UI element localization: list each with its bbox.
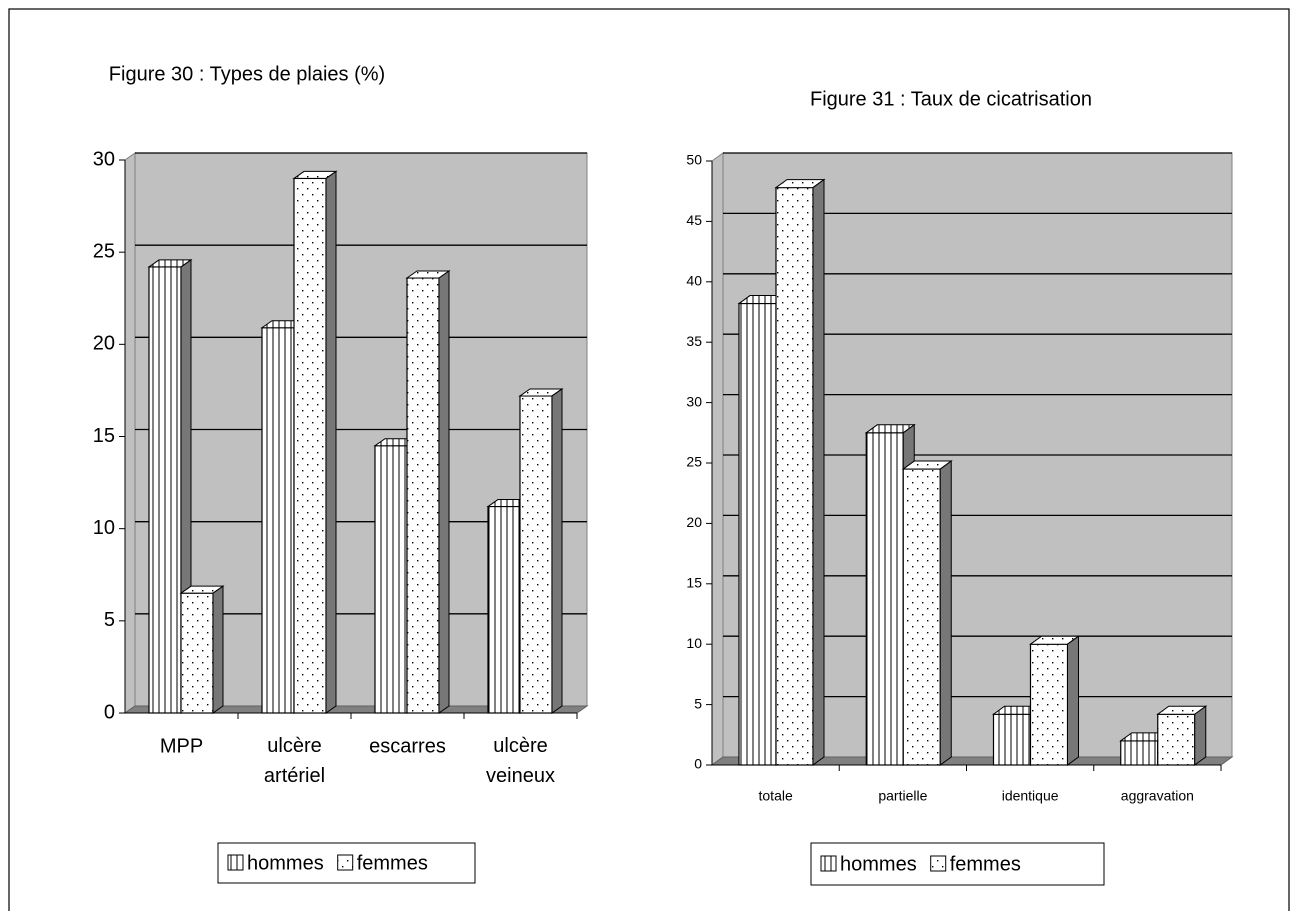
label-line: veineux: [486, 765, 555, 787]
legend-label: hommes: [247, 852, 324, 874]
bar: [148, 266, 182, 714]
legend-swatch: [227, 854, 244, 871]
y-tick-label: 25: [93, 240, 115, 262]
bar-side: [1067, 635, 1079, 766]
y-tick-label: 25: [686, 454, 702, 470]
y-tick-label: 10: [686, 635, 702, 651]
bar-side: [551, 387, 563, 714]
x-tick-label: identique: [1002, 788, 1059, 804]
y-tick-label: 0: [104, 701, 115, 723]
page-border: [8, 8, 1290, 911]
bar: [374, 445, 408, 714]
chart-title: Figure 30 : Types de plaies (%): [109, 63, 385, 85]
bar: [180, 592, 214, 714]
legend-swatch: [930, 855, 947, 872]
x-tick-label: ulcère veineux: [486, 735, 555, 787]
y-tick-label: 5: [104, 609, 115, 631]
y-tick-label: 35: [686, 333, 702, 349]
legend-label: hommes: [840, 853, 917, 875]
bar-side: [212, 585, 224, 714]
bar-side: [939, 460, 952, 766]
bar: [293, 177, 327, 714]
y-tick-label: 5: [694, 695, 702, 711]
legend-label: femmes: [357, 852, 428, 874]
bar: [865, 432, 904, 766]
y-tick-label: 30: [686, 393, 702, 409]
bar-side: [1194, 705, 1207, 766]
label-line: ulcère: [267, 735, 321, 757]
x-tick-label: escarres: [369, 735, 446, 757]
label-line: artériel: [264, 765, 325, 787]
bar: [992, 713, 1032, 766]
y-tick-label: 20: [93, 333, 115, 355]
y-tick-label: 15: [93, 425, 115, 447]
bar: [519, 395, 553, 714]
chart-title: Figure 31 : Taux de cicatrisation: [810, 88, 1092, 110]
y-tick-label: 45: [686, 212, 702, 228]
x-tick-label: MPP: [160, 735, 203, 757]
x-tick-label: aggravation: [1121, 788, 1194, 804]
x-tick-label: ulcère artériel: [264, 735, 325, 787]
bar: [261, 327, 295, 714]
y-tick-label: 40: [686, 273, 702, 289]
y-tick-label: 20: [686, 514, 702, 530]
bar: [1029, 643, 1069, 766]
y-tick-label: 0: [694, 756, 702, 772]
bar: [406, 277, 440, 714]
bar: [1157, 713, 1196, 766]
legend-swatch: [337, 854, 354, 871]
bar-side: [325, 170, 337, 714]
x-tick-label: partielle: [878, 788, 927, 804]
bar: [902, 468, 941, 766]
x-tick-label: totale: [759, 788, 793, 804]
side-wall: [711, 152, 724, 766]
legend-box: [810, 842, 1105, 886]
y-tick-label: 10: [93, 517, 115, 539]
y-tick-label: 15: [686, 575, 702, 591]
legend-label: femmes: [950, 853, 1021, 875]
bar-side: [438, 270, 450, 714]
bar-side: [812, 178, 825, 766]
label-line: ulcère: [493, 735, 547, 757]
bar: [1120, 740, 1159, 766]
side-wall: [124, 152, 136, 714]
legend-swatch: [820, 855, 837, 872]
bar: [738, 302, 777, 766]
y-tick-label: 50: [686, 152, 702, 168]
y-tick-label: 30: [93, 148, 115, 170]
bar: [487, 505, 521, 714]
bar: [775, 186, 814, 766]
